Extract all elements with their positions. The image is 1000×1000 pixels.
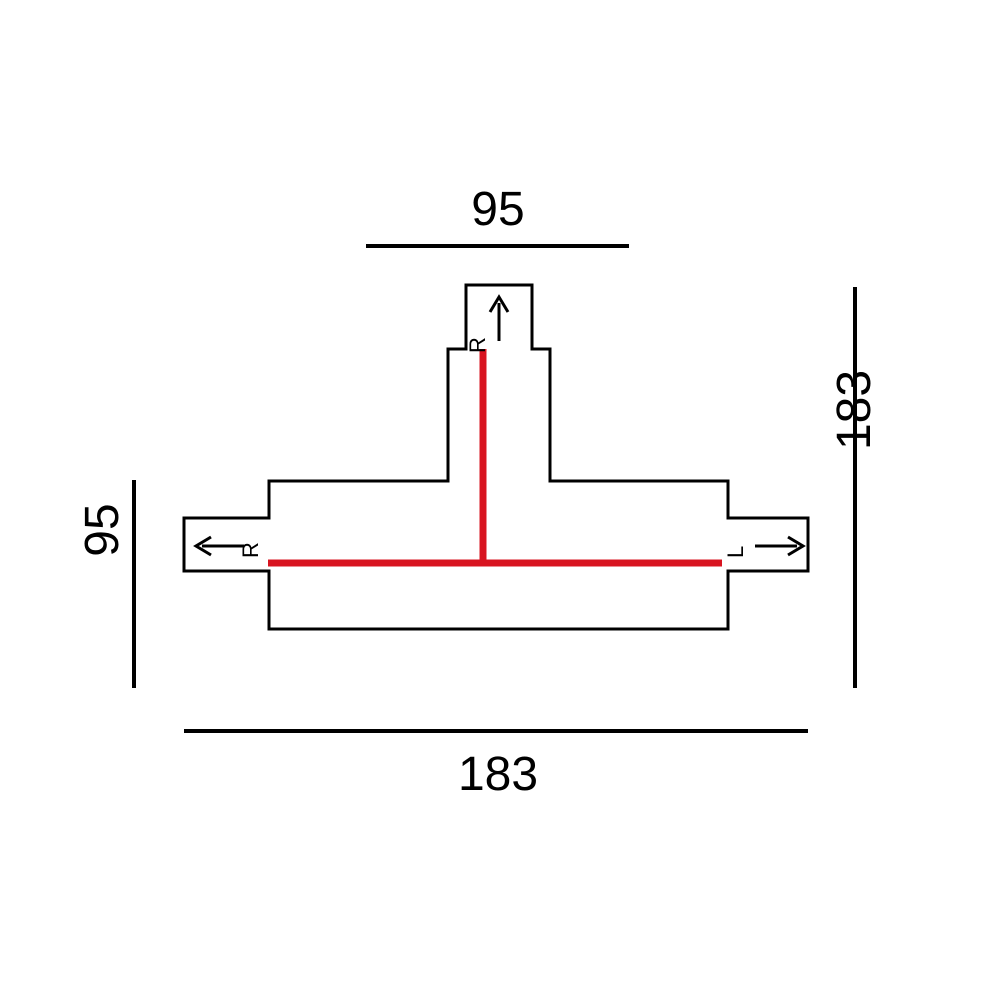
arrow-left-icon (196, 537, 244, 555)
port-label-top: R (465, 337, 490, 353)
connector-outline (184, 285, 808, 629)
dim-label-left: 95 (76, 503, 129, 556)
port-label-right: L (723, 546, 748, 558)
arrow-up-icon (490, 297, 508, 341)
technical-diagram: 95 183 183 95 R R L (0, 0, 1000, 1000)
dim-label-bottom: 183 (458, 748, 538, 801)
dim-label-top: 95 (471, 183, 524, 236)
arrow-right-icon (755, 537, 803, 555)
port-label-left: R (238, 542, 263, 558)
dim-label-right: 183 (828, 370, 881, 450)
